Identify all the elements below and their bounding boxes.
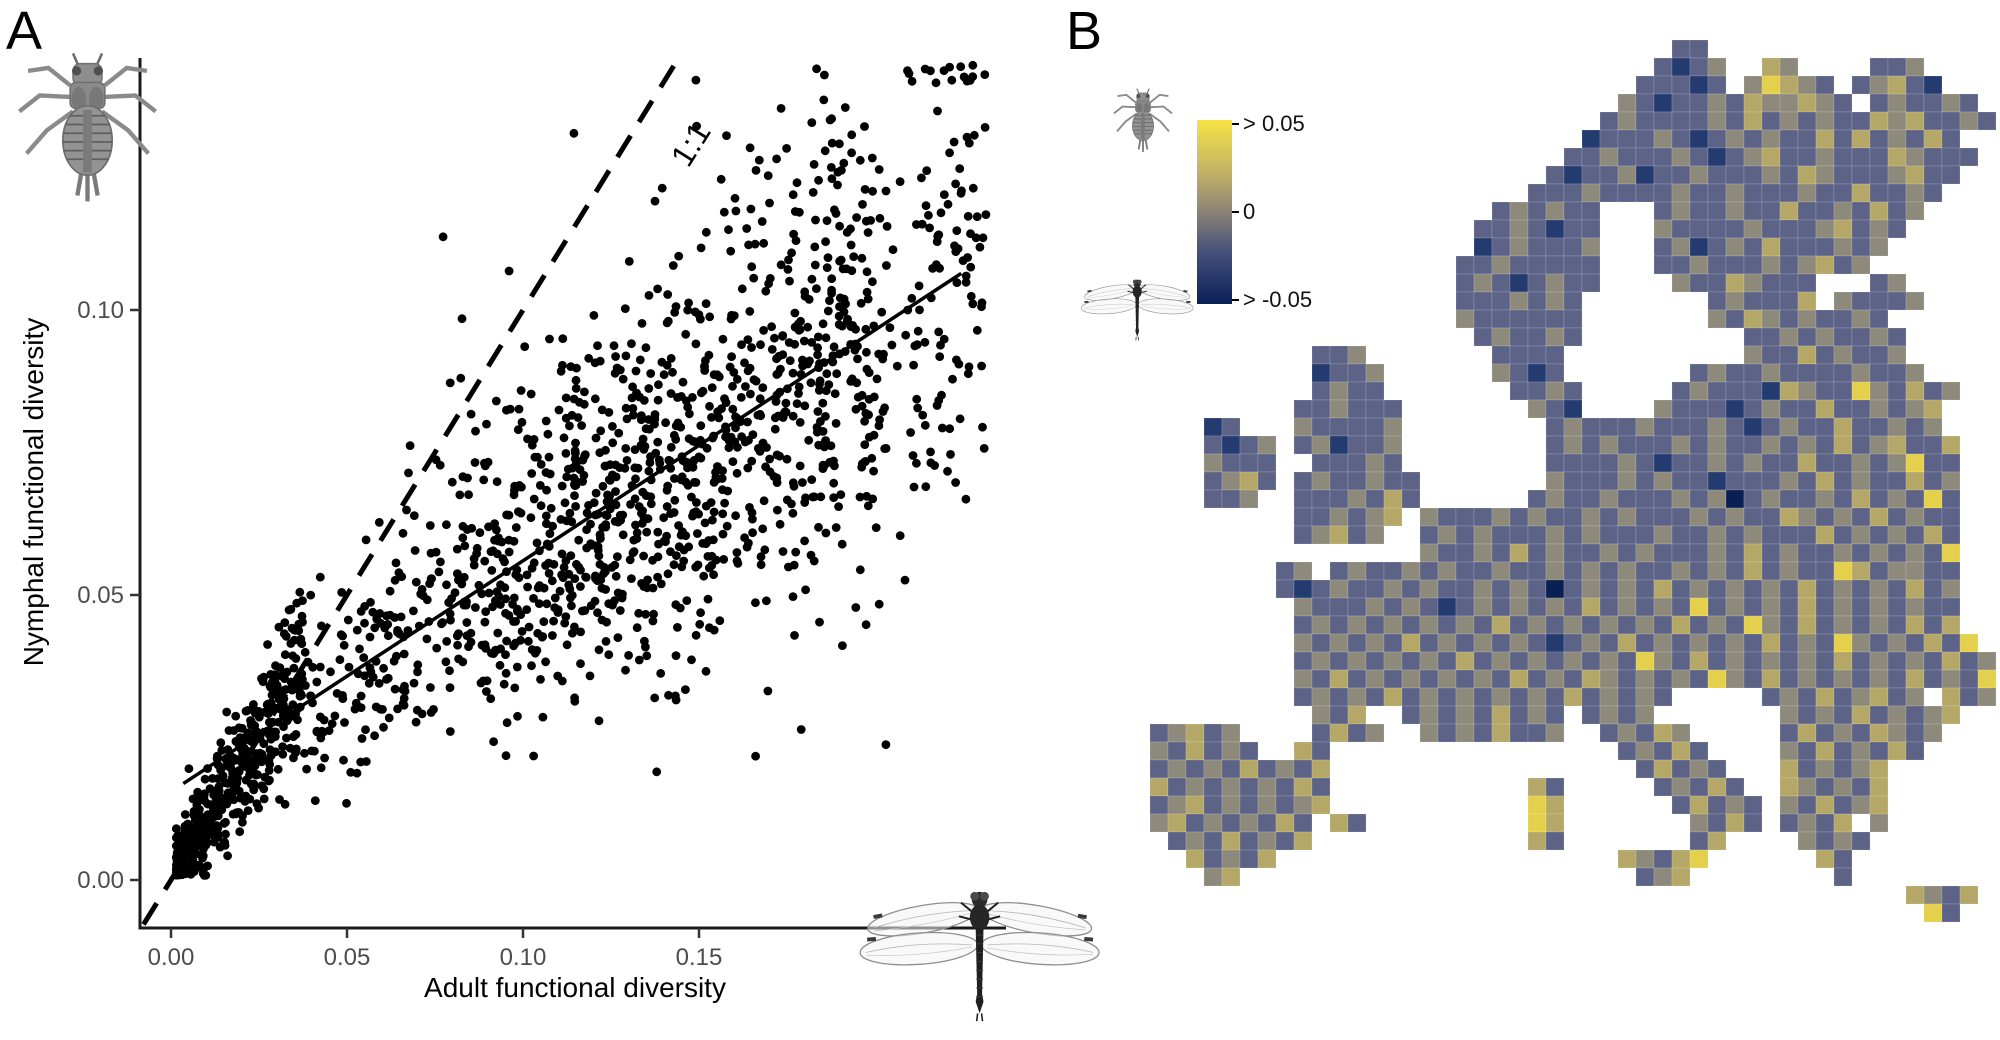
y-axis-title: Nymphal functional diversity (18, 317, 49, 667)
europe-map-grid (1149, 39, 1997, 923)
x-tick-label: 0.15 (676, 944, 723, 971)
legend-label-min: > -0.05 (1243, 287, 1313, 312)
x-axis-title: Adult functional diversity (424, 972, 726, 1003)
x-axis: 0.00 0.05 0.10 0.15 (138, 926, 1006, 971)
y-tick-label: 0.05 (77, 582, 124, 609)
regression-line (182, 271, 963, 786)
x-tick-label: 0.10 (500, 944, 547, 971)
y-tick-label: 0.10 (77, 297, 124, 324)
panel-a-plot: 0.00 0.05 0.10 0.15 0.00 0.05 0.10 1:1 (77, 58, 1006, 971)
x-tick-label: 0.00 (148, 944, 195, 971)
adult-dragonfly-icon-small (1080, 279, 1194, 341)
colorbar (1197, 120, 1239, 304)
legend-label-max: > 0.05 (1243, 111, 1305, 136)
x-tick-label: 0.05 (324, 944, 371, 971)
nymph-icon-large (18, 52, 157, 202)
legend-label-zero: 0 (1243, 199, 1256, 224)
panel-b-map (1149, 39, 1997, 923)
y-axis: 0.00 0.05 0.10 (77, 58, 142, 930)
panel-a-letter: A (6, 1, 43, 61)
y-tick-label: 0.00 (77, 867, 124, 894)
adult-dragonfly-icon-large (859, 891, 1100, 1022)
nymph-icon-small (1113, 88, 1173, 152)
one-to-one-label: 1:1 (664, 116, 718, 173)
panel-b-letter: B (1066, 1, 1103, 61)
scatter-points (171, 60, 991, 880)
